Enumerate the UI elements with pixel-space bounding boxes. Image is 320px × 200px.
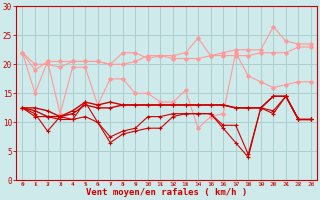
X-axis label: Vent moyen/en rafales ( km/h ): Vent moyen/en rafales ( km/h ) [86,188,247,197]
